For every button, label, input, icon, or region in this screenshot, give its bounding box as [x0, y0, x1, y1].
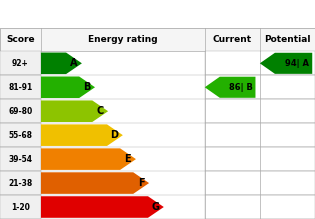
Text: D: D — [110, 130, 118, 140]
Bar — [0, 99, 41, 123]
Polygon shape — [205, 77, 255, 98]
Text: 94| A: 94| A — [285, 59, 309, 68]
Text: F: F — [138, 178, 144, 188]
Bar — [205, 99, 315, 123]
Polygon shape — [260, 53, 312, 74]
Polygon shape — [41, 76, 95, 98]
Bar — [0, 171, 41, 195]
Polygon shape — [41, 172, 149, 194]
Text: 86| B: 86| B — [229, 83, 253, 92]
Text: A: A — [70, 58, 77, 68]
Bar — [205, 171, 315, 195]
Bar — [205, 123, 315, 147]
Bar — [205, 51, 315, 75]
Text: 55-68: 55-68 — [9, 131, 32, 140]
Bar — [0, 195, 41, 219]
Bar — [0, 75, 41, 99]
Bar — [205, 147, 315, 171]
Text: G: G — [151, 202, 159, 212]
Polygon shape — [41, 196, 164, 218]
Text: 92+: 92+ — [12, 59, 29, 68]
Polygon shape — [41, 53, 82, 74]
Polygon shape — [41, 101, 108, 122]
Bar — [0, 51, 41, 75]
Text: Energy Efficiency Rating: Energy Efficiency Rating — [6, 8, 178, 21]
Text: Current: Current — [213, 35, 252, 44]
Bar — [0, 123, 41, 147]
Text: 39-54: 39-54 — [9, 155, 32, 164]
Polygon shape — [41, 124, 123, 146]
Text: 69-80: 69-80 — [9, 107, 32, 116]
Text: E: E — [124, 154, 131, 164]
Bar — [205, 75, 315, 99]
Text: B: B — [83, 82, 90, 92]
Text: Score: Score — [6, 35, 35, 44]
Text: Potential: Potential — [264, 35, 311, 44]
Polygon shape — [41, 148, 136, 170]
Text: 21-38: 21-38 — [9, 178, 32, 187]
Bar — [0, 28, 315, 51]
Bar — [205, 195, 315, 219]
Text: 1-20: 1-20 — [11, 203, 30, 212]
Text: Energy rating: Energy rating — [88, 35, 158, 44]
Text: 81-91: 81-91 — [9, 83, 32, 92]
Text: C: C — [96, 106, 103, 116]
Bar — [0, 147, 41, 171]
